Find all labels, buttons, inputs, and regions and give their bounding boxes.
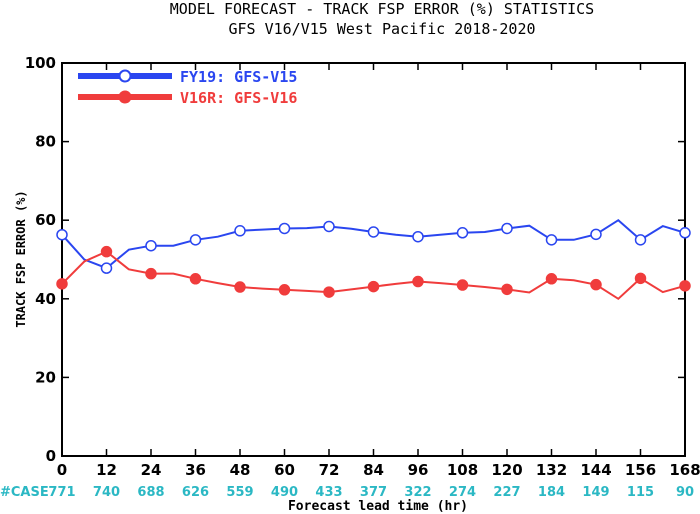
- series-point-2: [145, 267, 157, 280]
- y-tick-label: 40: [35, 290, 56, 308]
- y-tick-label: 0: [46, 447, 56, 465]
- series-point-1: [634, 234, 647, 246]
- series-point-1: [501, 222, 513, 235]
- y-tick-label: 60: [35, 211, 56, 229]
- series-point-1: [100, 262, 113, 274]
- x-tick-label: 12: [96, 461, 117, 479]
- series-point-1: [56, 228, 68, 241]
- series-point-1: [545, 234, 558, 246]
- case-count: 377: [360, 485, 387, 500]
- legend-label-2: V16R: GFS-V16: [180, 89, 297, 107]
- series-point-2: [412, 275, 424, 288]
- series-point-2: [234, 281, 246, 293]
- x-tick-label: 72: [319, 461, 340, 479]
- series-point-1: [679, 227, 691, 239]
- case-count: 274: [449, 485, 476, 500]
- case-count: 626: [182, 485, 209, 500]
- x-tick-label: 168: [669, 461, 700, 479]
- case-count: 184: [538, 485, 565, 500]
- x-tick-label: 36: [185, 461, 206, 479]
- series-point-1: [189, 234, 202, 246]
- case-count: 433: [315, 485, 342, 500]
- case-count: 688: [137, 485, 164, 500]
- series-point-2: [56, 278, 68, 290]
- series-point-1: [456, 227, 469, 239]
- series-point-2: [278, 284, 291, 296]
- series-point-2: [189, 273, 202, 285]
- case-count: 90: [676, 485, 694, 500]
- case-count: 771: [48, 485, 75, 500]
- series-point-1: [323, 220, 335, 233]
- series-point-1: [590, 228, 602, 241]
- series-point-1: [412, 230, 424, 243]
- x-tick-label: 60: [274, 461, 295, 479]
- chart-title: MODEL FORECAST - TRACK FSP ERROR (%) STA…: [170, 0, 594, 18]
- case-count: 490: [271, 485, 298, 500]
- case-count: 149: [582, 485, 609, 500]
- series-point-2: [456, 279, 469, 291]
- plot-area: 0 771 12 740 24 688 36 626 48 559 60 490 72 433 84 377 9…: [25, 54, 700, 500]
- x-tick-label: 120: [491, 461, 522, 479]
- series-point-1: [278, 222, 291, 235]
- x-tick-label: 132: [536, 461, 567, 479]
- series-point-1: [367, 226, 380, 238]
- x-tick-label: 96: [408, 461, 429, 479]
- x-tick-label: 144: [580, 461, 611, 479]
- y-tick-label: 100: [25, 54, 56, 72]
- y-tick-label: 20: [35, 368, 56, 386]
- series-point-2: [501, 283, 513, 296]
- y-tick-label: 80: [35, 133, 56, 151]
- x-tick-label: 24: [141, 461, 162, 479]
- legend-marker-2: [118, 90, 132, 104]
- chart-subtitle: GFS V16/V15 West Pacific 2018-2020: [228, 20, 535, 38]
- series-point-1: [145, 239, 157, 252]
- case-count: 559: [226, 485, 253, 500]
- case-count: 322: [404, 485, 431, 500]
- series-point-2: [367, 280, 380, 293]
- series-point-2: [100, 245, 113, 258]
- case-count-label: #CASE: [0, 485, 49, 500]
- series-point-2: [634, 272, 647, 285]
- legend-label-1: FY19: GFS-V15: [180, 68, 297, 86]
- case-count: 740: [93, 485, 120, 500]
- y-axis-label: TRACK FSP ERROR (%): [14, 190, 28, 327]
- x-tick-label: 108: [447, 461, 478, 479]
- series-point-2: [679, 280, 691, 292]
- x-axis-label: Forecast lead time (hr): [288, 499, 468, 514]
- x-tick-label: 156: [625, 461, 656, 479]
- series-point-2: [323, 286, 335, 298]
- legend-marker-1: [118, 69, 132, 83]
- series-point-1: [234, 225, 246, 237]
- x-tick-label: 48: [230, 461, 251, 479]
- series-point-2: [590, 278, 602, 291]
- case-count: 115: [627, 485, 654, 500]
- x-tick-label: 0: [57, 461, 67, 479]
- case-count: 227: [493, 485, 520, 500]
- series-point-2: [545, 273, 558, 285]
- x-tick-label: 84: [363, 461, 384, 479]
- plot-frame: [61, 62, 686, 457]
